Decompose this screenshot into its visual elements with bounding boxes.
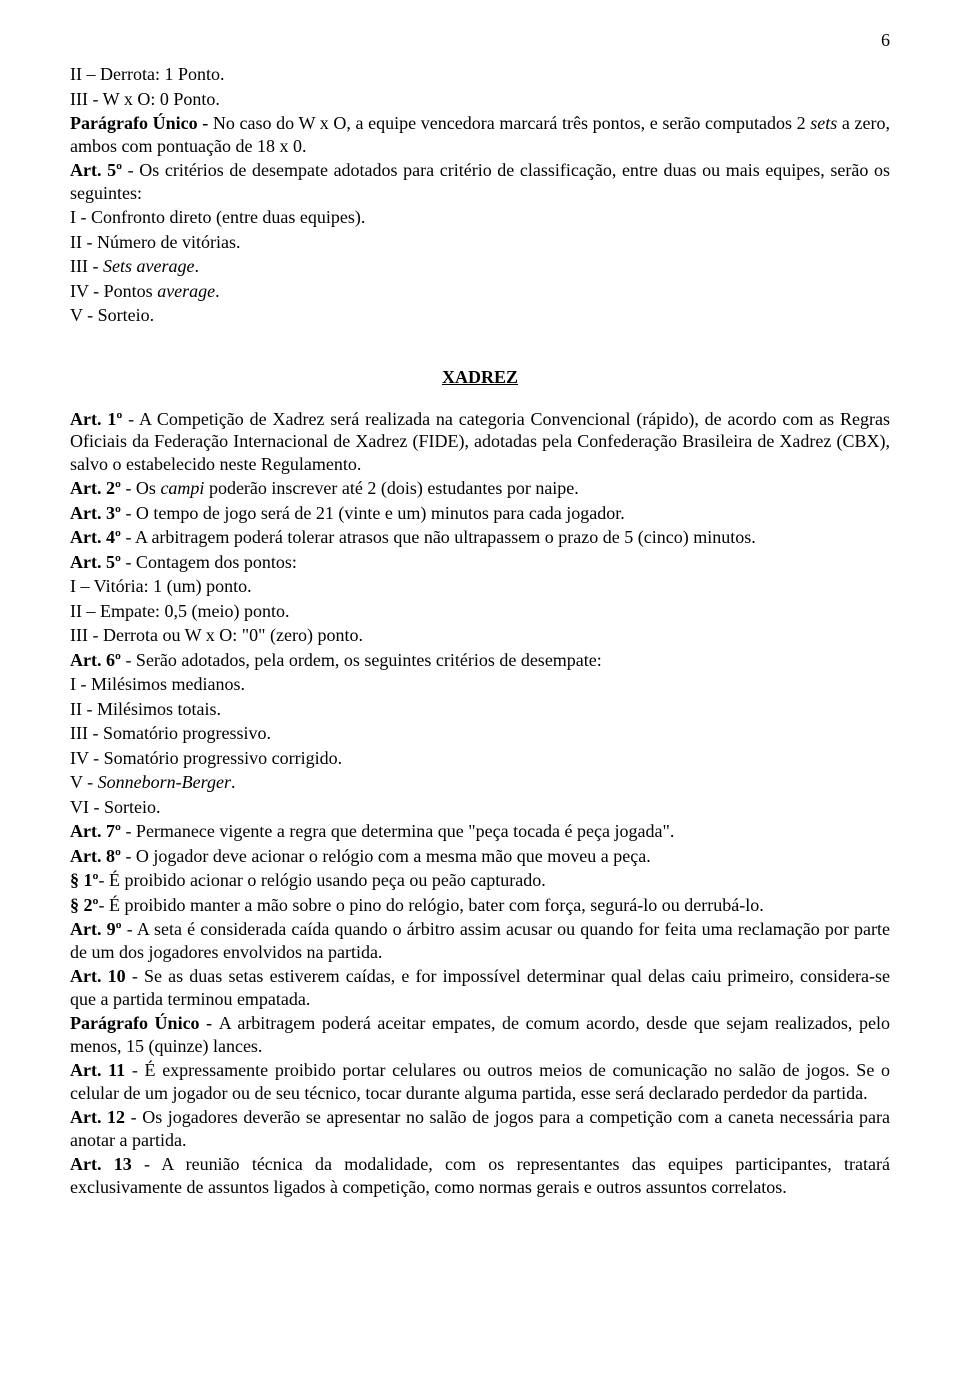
paragrafo-unico-top: Parágrafo Único - No caso do W x O, a eq… (70, 112, 890, 157)
sIII-i: Sets average (103, 256, 194, 276)
xadrez-art5: Art. 5º - Contagem dos pontos: (70, 551, 890, 574)
a4-p: Art. 4º (70, 527, 121, 547)
art5-sub-V: V - Sorteio. (70, 304, 890, 327)
a2-a: - Os (121, 478, 161, 498)
a6V-a: V - (70, 772, 98, 792)
s1-p: § 1º (70, 870, 98, 890)
a11-r: - É expressamente proibido portar celula… (70, 1060, 890, 1103)
a3-p: Art. 3º (70, 503, 121, 523)
xadrez-art3: Art. 3º - O tempo de jogo será de 21 (vi… (70, 502, 890, 525)
xadrez-art5-I: I – Vitória: 1 (um) ponto. (70, 575, 890, 598)
sIII-b: . (194, 256, 199, 276)
art5-rest: - Os critérios de desempate adotados par… (70, 160, 890, 203)
a5-p: Art. 5º (70, 552, 121, 572)
xadrez-art7: Art. 7º - Permanece vigente a regra que … (70, 820, 890, 843)
a3-r: - O tempo de jogo será de 21 (vinte e um… (121, 503, 625, 523)
xadrez-art9: Art. 9º - A seta é considerada caída qua… (70, 918, 890, 963)
sIV-a: IV - Pontos (70, 281, 157, 301)
a6V-i: Sonneborn-Berger (98, 772, 231, 792)
a8-r: - O jogador deve acionar o relógio com a… (121, 846, 651, 866)
a6V-b: . (231, 772, 236, 792)
sIII-a: III - (70, 256, 103, 276)
a1-r: - A Competição de Xadrez será realizada … (70, 409, 890, 474)
a5-r: - Contagem dos pontos: (121, 552, 297, 572)
a12-r: - Os jogadores deverão se apresentar no … (70, 1107, 890, 1150)
xadrez-art1: Art. 1º - A Competição de Xadrez será re… (70, 408, 890, 476)
pu-prefix: Parágrafo Único - (70, 113, 213, 133)
a13-r: - A reunião técnica da modalidade, com o… (70, 1154, 890, 1197)
art5-sub-III: III - Sets average. (70, 255, 890, 278)
art5-top: Art. 5º - Os critérios de desempate adot… (70, 159, 890, 204)
xadrez-art6-I: I - Milésimos medianos. (70, 673, 890, 696)
xadrez-art11: Art. 11 - É expressamente proibido porta… (70, 1059, 890, 1104)
sIV-i: average (157, 281, 215, 301)
xadrez-art4: Art. 4º - A arbitragem poderá tolerar at… (70, 526, 890, 549)
xadrez-s2: § 2º- É proibido manter a mão sobre o pi… (70, 894, 890, 917)
xadrez-art6-IV: IV - Somatório progressivo corrigido. (70, 747, 890, 770)
a7-p: Art. 7º (70, 821, 121, 841)
s2-p: § 2º (70, 895, 98, 915)
a11-p: Art. 11 (70, 1060, 125, 1080)
a4-r: - A arbitragem poderá tolerar atrasos qu… (121, 527, 756, 547)
s2-r: - É proibido manter a mão sobre o pino d… (98, 895, 763, 915)
s1-r: - É proibido acionar o relógio usando pe… (98, 870, 545, 890)
a10-r: - Se as duas setas estiverem caídas, e f… (70, 966, 890, 1009)
xadrez-art6-VI: VI - Sorteio. (70, 796, 890, 819)
a9-p: Art. 9º (70, 919, 122, 939)
a10-p: Art. 10 (70, 966, 126, 986)
xadrez-s1: § 1º- É proibido acionar o relógio usand… (70, 869, 890, 892)
xadrez-paragrafo-unico: Parágrafo Único - A arbitragem poderá ac… (70, 1012, 890, 1057)
a6-r: - Serão adotados, pela ordem, os seguint… (121, 650, 602, 670)
xadrez-art6-II: II - Milésimos totais. (70, 698, 890, 721)
xadrez-art10: Art. 10 - Se as duas setas estiverem caí… (70, 965, 890, 1010)
a8-p: Art. 8º (70, 846, 121, 866)
a2-b: poderão inscrever até 2 (dois) estudante… (204, 478, 578, 498)
page-number: 6 (70, 30, 890, 51)
a7-r: - Permanece vigente a regra que determin… (121, 821, 674, 841)
section-title-xadrez: XADREZ (70, 367, 890, 388)
a2-p: Art. 2º (70, 478, 121, 498)
xadrez-art13: Art. 13 - A reunião técnica da modalidad… (70, 1153, 890, 1198)
xadrez-art5-III: III - Derrota ou W x O: "0" (zero) ponto… (70, 624, 890, 647)
line-II: II – Derrota: 1 Ponto. (70, 63, 890, 86)
a1-p: Art. 1º (70, 409, 122, 429)
sIV-b: . (215, 281, 220, 301)
xadrez-art5-II: II – Empate: 0,5 (meio) ponto. (70, 600, 890, 623)
pu-rest-a: No caso do W x O, a equipe vencedora mar… (213, 113, 810, 133)
a12-p: Art. 12 (70, 1107, 125, 1127)
a2-i: campi (160, 478, 204, 498)
xadrez-art12: Art. 12 - Os jogadores deverão se aprese… (70, 1106, 890, 1151)
a9-r: - A seta é considerada caída quando o ár… (70, 919, 890, 962)
a6-p: Art. 6º (70, 650, 121, 670)
art5-prefix: Art. 5º (70, 160, 122, 180)
xadrez-art8: Art. 8º - O jogador deve acionar o relóg… (70, 845, 890, 868)
xadrez-art6: Art. 6º - Serão adotados, pela ordem, os… (70, 649, 890, 672)
art5-sub-IV: IV - Pontos average. (70, 280, 890, 303)
xadrez-art2: Art. 2º - Os campi poderão inscrever até… (70, 477, 890, 500)
a13-p: Art. 13 (70, 1154, 132, 1174)
art5-sub-II: II - Número de vitórias. (70, 231, 890, 254)
xadrez-art6-III: III - Somatório progressivo. (70, 722, 890, 745)
line-III: III - W x O: 0 Ponto. (70, 88, 890, 111)
pu-italic: sets (810, 113, 837, 133)
art5-sub-I: I - Confronto direto (entre duas equipes… (70, 206, 890, 229)
xpu-p: Parágrafo Único - (70, 1013, 219, 1033)
xadrez-art6-V: V - Sonneborn-Berger. (70, 771, 890, 794)
